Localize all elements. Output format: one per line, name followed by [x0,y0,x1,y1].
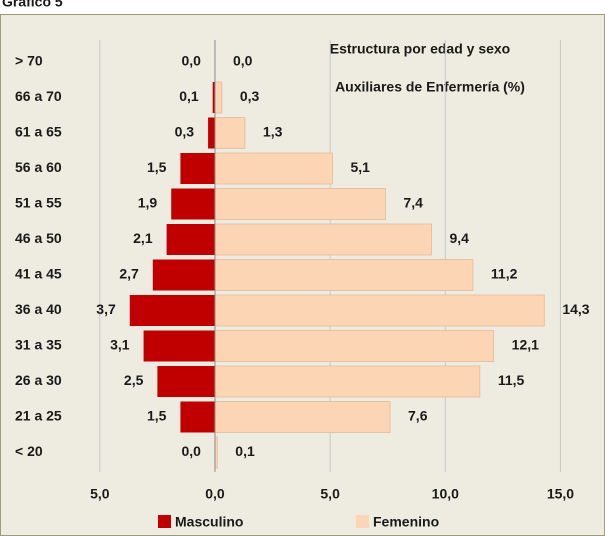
y-tick-label: 51 a 55 [15,195,62,211]
value-label: 1,5 [147,159,167,175]
bar [157,366,215,397]
value-label: 1,3 [263,124,283,140]
legend-label: Masculino [175,514,243,530]
x-tick-label: 5,0 [320,486,340,502]
value-label: 2,7 [119,266,139,282]
legend-swatch [356,515,369,528]
bar [214,117,246,149]
y-tick-label: 66 a 70 [15,88,62,104]
y-tick-label: > 70 [15,53,43,69]
y-tick-label: 21 a 25 [15,408,62,424]
chart-title: Auxiliares de Enfermería (%) [335,79,525,95]
bar [214,294,545,327]
value-label: 0,3 [240,88,260,104]
value-label: 11,2 [491,266,518,282]
bar [212,82,215,113]
value-label: 0,1 [235,443,255,459]
value-label: 12,1 [512,337,539,353]
value-label: 14,3 [562,301,589,317]
value-label: 0,0 [182,443,202,459]
value-label: 1,9 [138,195,158,211]
legend-label: Femenino [373,514,439,530]
x-tick-label: 15,0 [547,486,574,502]
bar [214,223,432,256]
bar [214,330,495,362]
x-tick-label: 10,0 [432,486,459,502]
bar [180,153,215,184]
value-label: 7,6 [408,408,428,424]
value-label: 7,4 [403,195,423,211]
value-label: 5,1 [350,159,370,175]
value-label: 1,5 [147,408,167,424]
value-label: 0,1 [179,88,199,104]
y-tick-label: 36 a 40 [15,301,62,317]
y-tick-label: 31 a 35 [15,337,62,353]
value-label: 0,3 [175,124,195,140]
value-label: 2,1 [133,230,153,246]
value-label: 3,1 [110,337,130,353]
bar [214,152,333,185]
y-tick-label: 46 a 50 [15,230,62,246]
page-title: Gráfico 5 [2,0,63,10]
bar [171,188,215,220]
value-label: 11,5 [498,372,525,388]
value-label: 2,5 [124,372,144,388]
bar [152,259,215,291]
y-tick-label: 61 a 65 [15,124,62,140]
bar [214,259,474,291]
y-tick-label: 41 a 45 [15,266,62,282]
y-tick-label: 56 a 60 [15,159,62,175]
chart-title: Estructura por edad y sexo [330,41,511,57]
x-tick-label: 0,0 [205,486,225,502]
bar [214,188,386,220]
bar [214,401,391,433]
x-tick-label: 5,0 [90,486,110,502]
bar [208,117,215,149]
legend-swatch [158,515,171,528]
bar [180,401,215,433]
bar [129,295,215,326]
value-label: 9,4 [449,230,469,246]
y-tick-label: < 20 [15,443,43,459]
value-label: 3,7 [96,301,116,317]
value-label: 0,0 [233,53,253,69]
bar [214,81,223,114]
bar [143,330,215,362]
bar [214,365,481,398]
value-label: 0,0 [182,53,202,69]
bar [166,224,215,255]
y-tick-label: 26 a 30 [15,372,62,388]
